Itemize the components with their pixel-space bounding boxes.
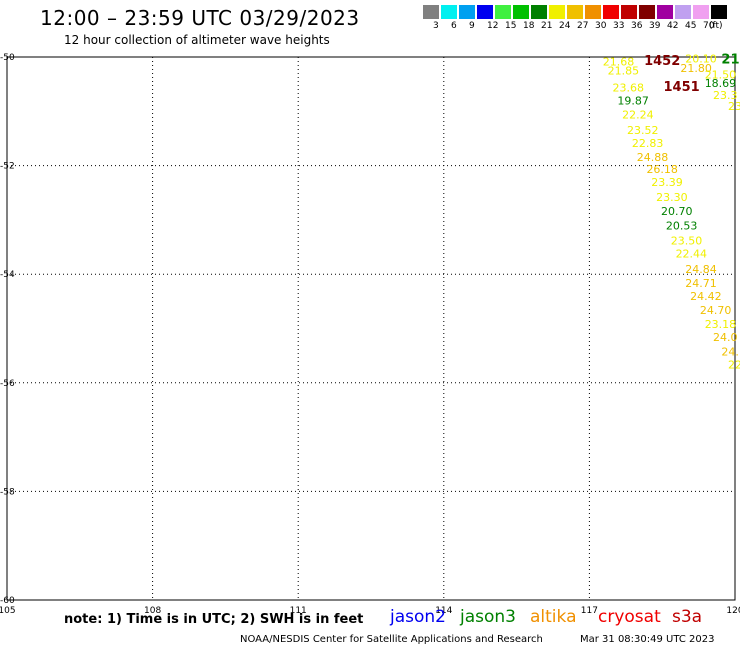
satellite-label-altika: altika	[530, 607, 577, 627]
wave-height-label: 24.84	[685, 263, 717, 276]
lon-tick-label: 117	[581, 606, 598, 616]
legend-label: 30	[595, 21, 607, 31]
legend-swatch	[693, 5, 709, 19]
lon-tick-label: 105	[0, 606, 16, 616]
map-frame	[6, 56, 736, 601]
wave-height-label: 20.10	[685, 53, 717, 66]
wave-height-label: 22.44	[676, 248, 708, 261]
lat-tick-label: -50	[0, 53, 15, 63]
legend-label: 42	[667, 21, 679, 31]
wave-height-label: 24.0	[713, 331, 738, 344]
wave-height-label: 18.69	[705, 77, 737, 90]
wave-height-label: 212	[721, 53, 740, 68]
legend-swatch	[621, 5, 637, 19]
lat-tick-label: -60	[0, 596, 15, 606]
legend-swatch	[657, 5, 673, 19]
wave-height-label: 24.	[721, 345, 739, 358]
satellite-label-jason2: jason2	[390, 607, 446, 627]
wave-height-label: 21.68	[603, 55, 635, 68]
wave-height-label: 22	[728, 358, 740, 371]
legend-label: 36	[631, 21, 643, 31]
wave-height-label: 26.18	[646, 163, 678, 176]
wave-height-label: 21.50	[705, 68, 737, 81]
page-title: 12:00 – 23:59 UTC 03/29/2023	[40, 6, 360, 30]
legend-swatch	[675, 5, 691, 19]
wave-height-label: 23.30	[656, 191, 688, 204]
legend-label: 21	[541, 21, 553, 31]
lon-tick-label: 120	[726, 606, 740, 616]
lon-tick-label: 114	[435, 606, 452, 616]
page-subtitle: 12 hour collection of altimeter wave hei…	[64, 33, 330, 47]
legend-label: 39	[649, 21, 661, 31]
legend-label: 45	[685, 21, 697, 31]
wave-height-label: 20.70	[661, 205, 693, 218]
legend-swatch	[531, 5, 547, 19]
generated-timestamp: Mar 31 08:30:49 UTC 2023	[580, 634, 715, 645]
wave-height-label: 1452	[644, 54, 680, 69]
lon-tick-label: 108	[144, 606, 161, 616]
legend-label: 24	[559, 21, 571, 31]
legend-label: 9	[469, 21, 475, 31]
legend-swatch	[549, 5, 565, 19]
legend-swatch	[603, 5, 619, 19]
wave-height-label: 23.39	[651, 176, 683, 189]
lat-tick-label: -58	[0, 487, 15, 497]
wave-height-label: 1451	[664, 80, 700, 95]
legend-swatch	[477, 5, 493, 19]
legend-swatch	[441, 5, 457, 19]
legend-swatch	[639, 5, 655, 19]
wave-height-label: 24.70	[700, 304, 732, 317]
wave-height-label: 23.18	[705, 318, 737, 331]
legend-swatch	[711, 5, 727, 19]
legend-label: 3	[433, 21, 439, 31]
wave-height-label: 21.85	[608, 65, 640, 78]
legend-swatch	[495, 5, 511, 19]
wave-height-label: 23.50	[671, 235, 703, 248]
lat-tick-label: -52	[0, 162, 15, 172]
lat-tick-label: -56	[0, 379, 15, 389]
legend-swatch	[459, 5, 475, 19]
legend-label: 15	[505, 21, 517, 31]
legend-swatch	[513, 5, 529, 19]
wave-height-label: 24.88	[637, 151, 669, 164]
lon-tick-label: 111	[290, 606, 307, 616]
legend-label: 18	[523, 21, 535, 31]
wave-height-label: 23.68	[612, 81, 644, 94]
legend-label: 12	[487, 21, 499, 31]
legend-label: (ft)	[709, 21, 723, 31]
satellite-label-jason3: jason3	[460, 607, 516, 627]
wave-height-label: 24.71	[685, 277, 717, 290]
legend-label: 6	[451, 21, 457, 31]
wave-height-label: 24.42	[690, 290, 722, 303]
legend-swatch	[567, 5, 583, 19]
wave-height-label: 21.80	[680, 62, 712, 75]
legend-label: 27	[577, 21, 589, 31]
wave-height-label: 19.87	[617, 94, 649, 107]
wave-height-label: 23	[728, 100, 740, 113]
legend-swatch	[585, 5, 601, 19]
credit-text: NOAA/NESDIS Center for Satellite Applica…	[240, 634, 543, 645]
wave-height-label: 23.52	[627, 124, 659, 137]
wave-height-label: 22.83	[632, 137, 664, 150]
legend-swatch	[423, 5, 439, 19]
wave-height-label: 23.3	[713, 89, 738, 102]
satellite-label-cryosat: cryosat	[598, 607, 661, 627]
lat-tick-label: -54	[0, 270, 15, 280]
satellite-label-s3a: s3a	[672, 607, 703, 627]
footnote: note: 1) Time is in UTC; 2) SWH is in fe…	[64, 612, 364, 627]
legend-label: 70	[703, 21, 715, 31]
wave-height-label: 22.24	[622, 109, 654, 122]
legend-label: 33	[613, 21, 625, 31]
wave-height-label: 20.53	[666, 219, 698, 232]
